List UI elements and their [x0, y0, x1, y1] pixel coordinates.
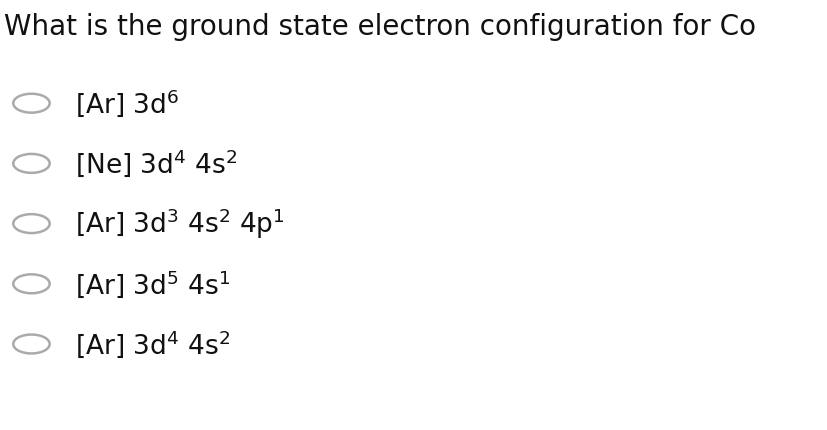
Text: [Ar] 3d$^{5}$ 4s$^{1}$: [Ar] 3d$^{5}$ 4s$^{1}$ [74, 268, 230, 300]
Text: [Ar] 3d$^{6}$: [Ar] 3d$^{6}$ [74, 87, 179, 119]
Text: [Ne] 3d$^{4}$ 4s$^{2}$: [Ne] 3d$^{4}$ 4s$^{2}$ [74, 147, 237, 179]
Text: [Ar] 3d$^{3}$ 4s$^{2}$ 4p$^{1}$: [Ar] 3d$^{3}$ 4s$^{2}$ 4p$^{1}$ [74, 206, 284, 241]
Text: [Ar] 3d$^{4}$ 4s$^{2}$: [Ar] 3d$^{4}$ 4s$^{2}$ [74, 328, 230, 360]
Text: What is the ground state electron configuration for Co: What is the ground state electron config… [4, 13, 755, 41]
